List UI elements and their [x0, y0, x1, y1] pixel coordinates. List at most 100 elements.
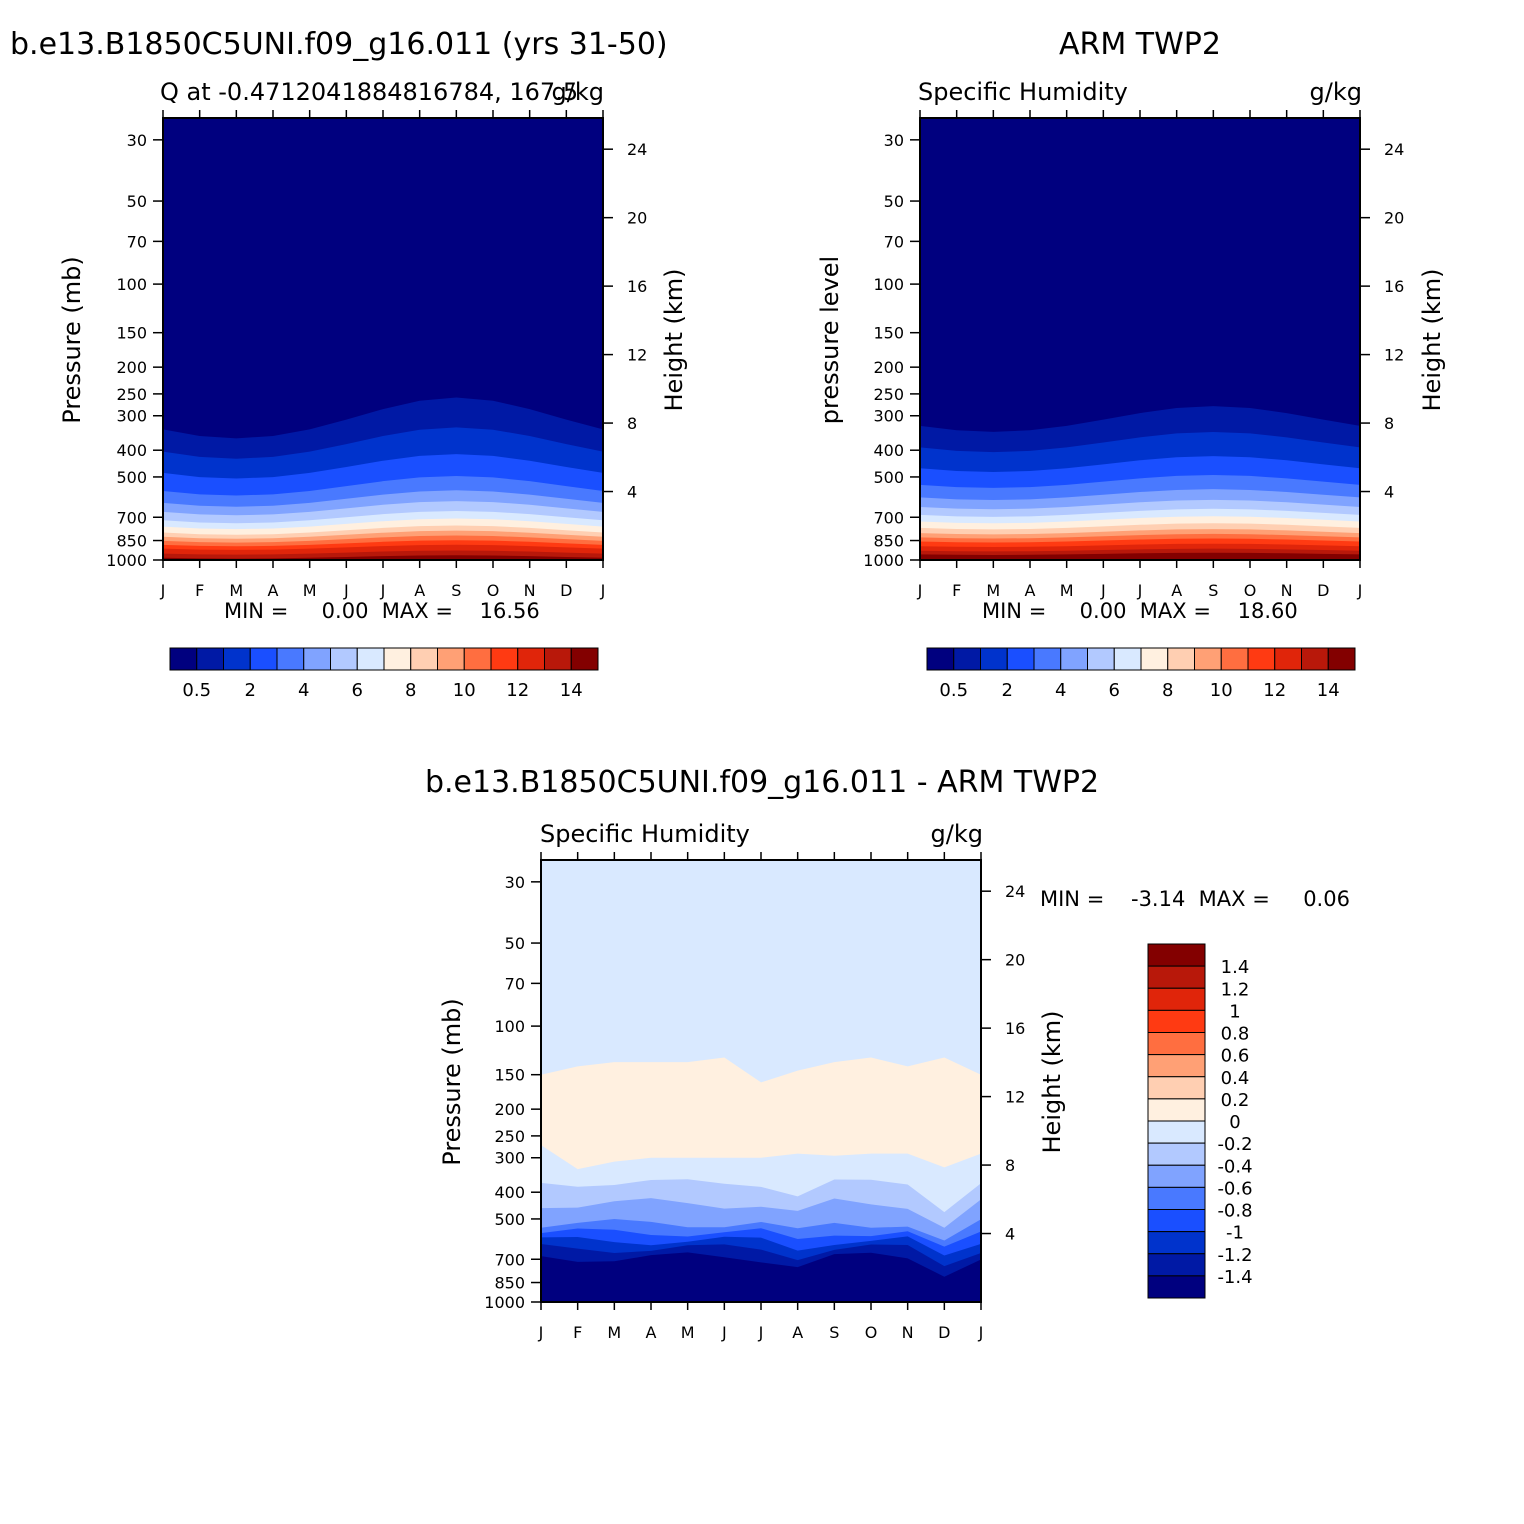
panel-difference-left-subtitle: Specific Humidity — [540, 820, 750, 848]
x-tick-label: S — [1208, 581, 1218, 600]
y-tick-label: 50 — [505, 934, 525, 953]
x-tick-label: F — [952, 581, 961, 600]
colorbar-label: 14 — [560, 680, 583, 701]
y-tick-label: 30 — [884, 131, 904, 150]
colorbar-swatch — [517, 647, 545, 671]
difference-field — [541, 860, 981, 1302]
y-tick-label: 300 — [116, 407, 147, 426]
colorbar-label: 0 — [1229, 1112, 1240, 1133]
colorbar-label: 1.4 — [1221, 957, 1250, 978]
obs-field — [920, 118, 1360, 560]
colorbar-swatch — [1147, 1142, 1206, 1166]
y2-tick-label: 12 — [1005, 1088, 1025, 1107]
colorbar-swatch — [1147, 1054, 1206, 1078]
x-tick-label: D — [560, 581, 572, 600]
colorbar-label: 0.8 — [1221, 1024, 1250, 1045]
colorbar-swatch — [1147, 1253, 1206, 1277]
panel-model-colorbar: 0.5 2 4 6 8 10 12 14 — [169, 647, 599, 701]
colorbar-label: 6 — [352, 680, 363, 701]
colorbar-swatch — [1006, 647, 1035, 671]
x-tick-label: A — [1171, 581, 1182, 600]
colorbar-swatch — [1167, 647, 1195, 671]
y-tick-label: 250 — [494, 1127, 525, 1146]
colorbar-swatch — [1147, 1098, 1206, 1122]
colorbar-label: 6 — [1109, 680, 1120, 701]
colorbar-label: 1 — [1229, 1001, 1240, 1022]
colorbar-swatch — [463, 647, 492, 671]
y2-tick-label: 24 — [627, 140, 647, 159]
y-tick-label: 250 — [116, 385, 147, 404]
x-tick-label: A — [414, 581, 425, 600]
colorbar-swatch — [1274, 647, 1302, 671]
y2-tick-label: 16 — [1384, 277, 1404, 296]
x-tick-label: O — [487, 581, 500, 600]
colorbar-label: 8 — [1162, 680, 1173, 701]
y-tick-label: 850 — [494, 1274, 525, 1293]
colorbar-swatch — [383, 647, 412, 671]
y-tick-label: 100 — [116, 275, 147, 294]
y-tick-label: 150 — [116, 324, 147, 343]
x-tick-label: A — [646, 1323, 657, 1342]
y-tick-label: 70 — [127, 232, 147, 251]
y2-tick-label: 8 — [1005, 1156, 1015, 1175]
y-tick-label: 1000 — [106, 551, 147, 570]
colorbar-label: -1.4 — [1217, 1267, 1252, 1288]
x-tick-label: J — [917, 581, 923, 600]
panel-model-title: b.e13.B1850C5UNI.f09_g16.011 (yrs 31-50) — [10, 27, 668, 62]
colorbar-label: 12 — [1263, 680, 1286, 701]
x-tick-label: M — [681, 1323, 695, 1342]
colorbar-swatch — [223, 647, 251, 671]
colorbar-label: 2 — [245, 680, 256, 701]
y2-tick-label: 4 — [1005, 1225, 1015, 1244]
colorbar-swatch — [1147, 1164, 1206, 1188]
y-tick-label: 400 — [873, 441, 904, 460]
colorbar-swatch — [1327, 647, 1356, 671]
x-tick-label: J — [538, 1323, 544, 1342]
colorbar-swatch — [1147, 1231, 1206, 1255]
x-tick-label: M — [303, 581, 317, 600]
colorbar-swatch — [1147, 1009, 1206, 1033]
y2-tick-label: 20 — [1005, 951, 1025, 970]
colorbar-label: 0.5 — [939, 680, 968, 701]
colorbar-label: -0.6 — [1217, 1178, 1252, 1199]
colorbar-swatch — [953, 647, 981, 671]
colorbar-label: -0.8 — [1217, 1201, 1252, 1222]
x-tick-label: A — [792, 1323, 803, 1342]
x-tick-label: J — [978, 1323, 984, 1342]
x-tick-label: J — [758, 1323, 764, 1342]
panel-difference-ylabel: Pressure (mb) — [438, 998, 466, 1165]
panel-model-left-subtitle: Q at -0.4712041884816784, 167.5 — [160, 78, 578, 106]
x-tick-label: S — [829, 1323, 839, 1342]
colorbar-label: 10 — [453, 680, 476, 701]
colorbar-swatch — [437, 647, 465, 671]
colorbar-swatch — [570, 647, 599, 671]
panel-difference: b.e13.B1850C5UNI.f09_g16.011 - ARM TWP2 … — [425, 765, 1350, 1342]
x-tick-label: D — [938, 1323, 950, 1342]
x-tick-label: J — [1137, 581, 1143, 600]
colorbar-swatch — [410, 647, 438, 671]
panel-model-plot: J F M A M J J A S O N D J 30 50 70 100 150 200 250 300 400 500… — [106, 110, 647, 600]
x-tick-label: O — [865, 1323, 878, 1342]
colorbar-label: -0.4 — [1217, 1156, 1252, 1177]
x-tick-label: J — [380, 581, 386, 600]
x-tick-label: S — [451, 581, 461, 600]
colorbar-swatch — [330, 647, 358, 671]
y-tick-label: 850 — [116, 532, 147, 551]
x-tick-label: A — [268, 581, 279, 600]
colorbar-swatch — [356, 647, 385, 671]
x-tick-label: N — [902, 1323, 914, 1342]
y-tick-label: 500 — [116, 468, 147, 487]
y-tick-label: 500 — [873, 468, 904, 487]
y-tick-label: 150 — [494, 1066, 525, 1085]
y-tick-label: 50 — [127, 192, 147, 211]
colorbar-swatch — [1147, 1076, 1206, 1100]
colorbar-swatch — [1140, 647, 1169, 671]
colorbar-swatch — [303, 647, 331, 671]
colorbar-label: 0.5 — [182, 680, 211, 701]
colorbar-swatch — [1301, 647, 1329, 671]
obs-level — [920, 552, 1360, 560]
y2-tick-label: 20 — [1384, 209, 1404, 228]
x-tick-label: J — [160, 581, 166, 600]
panel-model-stats: MIN = 0.00 MAX = 16.56 — [224, 599, 540, 623]
panel-model-y2label: Height (km) — [660, 269, 688, 412]
